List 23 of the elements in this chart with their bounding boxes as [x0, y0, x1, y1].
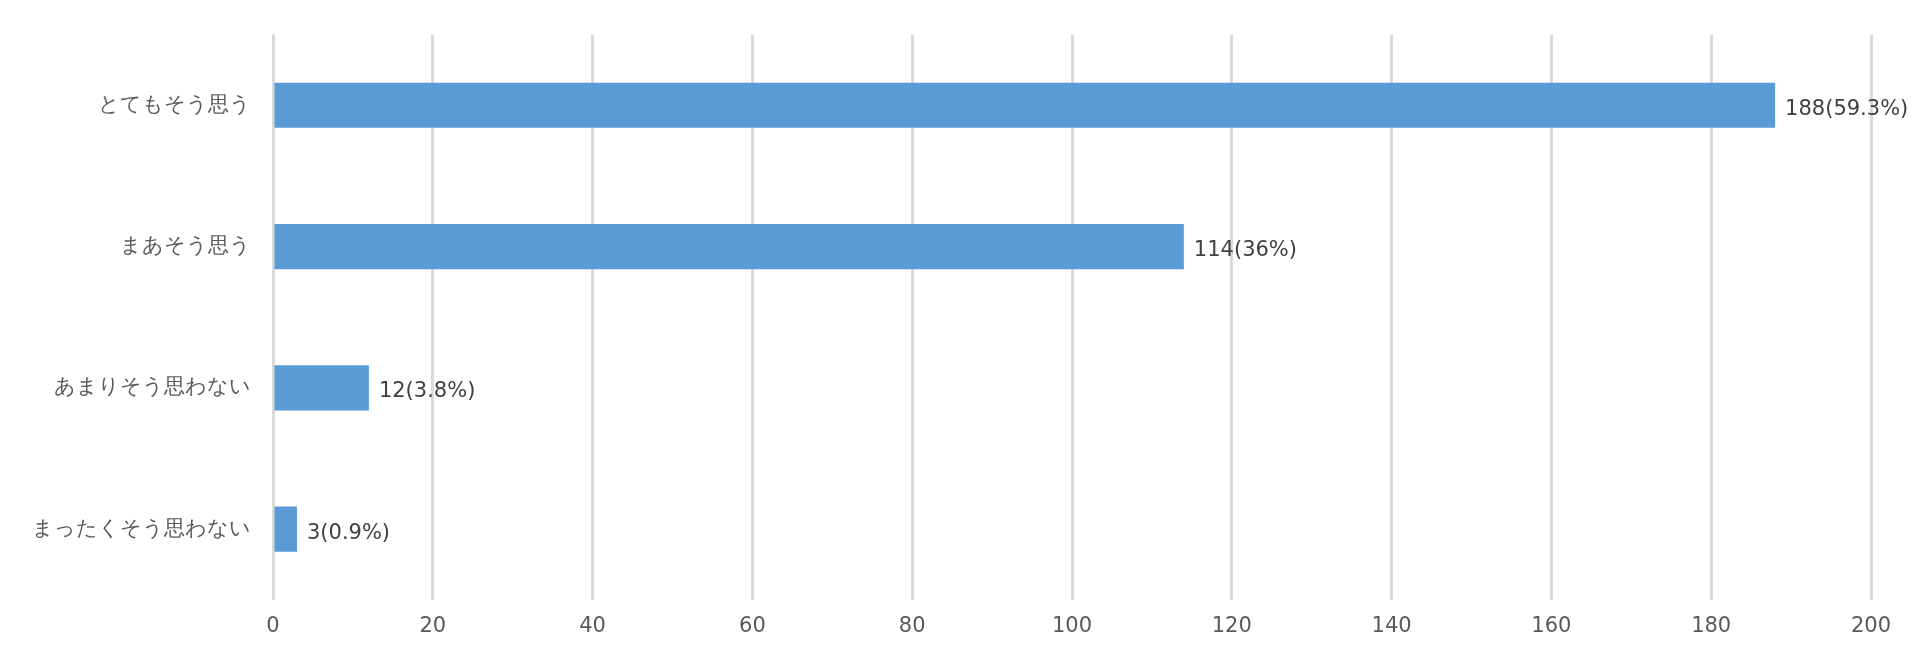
x-tick-label: 80 — [898, 612, 926, 637]
bar — [274, 365, 369, 411]
y-tick-label: あまりそう思わない — [54, 374, 251, 399]
x-tick-label: 180 — [1691, 612, 1732, 637]
bar — [274, 223, 1184, 270]
bar — [274, 82, 1776, 128]
bar — [274, 506, 297, 552]
data-label: 12(3.8%) — [378, 378, 476, 403]
x-tick-label: 20 — [419, 612, 447, 637]
y-tick-label: まあそう思う — [120, 233, 251, 257]
y-tick-label: とてもそう思う — [98, 91, 251, 116]
data-label: 188(59.3%) — [1785, 95, 1909, 120]
x-tick-label: 40 — [579, 612, 606, 637]
x-tick-label: 0 — [266, 612, 280, 637]
data-label: 3(0.9%) — [306, 519, 391, 544]
y-tick-label: まったくそう思わない — [32, 515, 251, 540]
x-tick-label: 140 — [1371, 612, 1412, 637]
data-label: 114(36%) — [1193, 237, 1298, 261]
x-tick-label: 100 — [1051, 612, 1093, 637]
x-tick-label: 60 — [739, 612, 766, 637]
x-tick-label: 120 — [1211, 612, 1252, 637]
x-tick-label: 160 — [1531, 612, 1572, 637]
x-tick-label: 200 — [1850, 612, 1892, 637]
